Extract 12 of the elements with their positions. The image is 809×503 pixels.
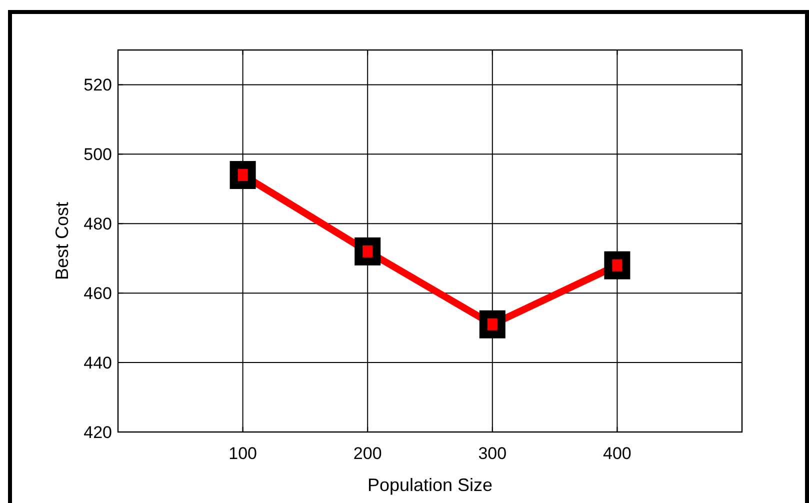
y-tick-label: 520 [84, 76, 112, 95]
y-tick-label: 460 [84, 284, 112, 304]
x-tick-label: 100 [228, 444, 257, 463]
x-tick-label: 200 [353, 444, 382, 463]
y-tick-label: 480 [84, 214, 112, 234]
x-tick-label: 400 [603, 444, 632, 463]
x-axis-title: Population Size [367, 475, 493, 495]
y-tick-label: 420 [84, 423, 112, 442]
x-tick-label: 300 [478, 444, 507, 463]
y-axis-title: Best Cost [52, 202, 72, 280]
y-tick-label: 440 [84, 354, 112, 373]
y-tick-label: 500 [84, 145, 112, 164]
